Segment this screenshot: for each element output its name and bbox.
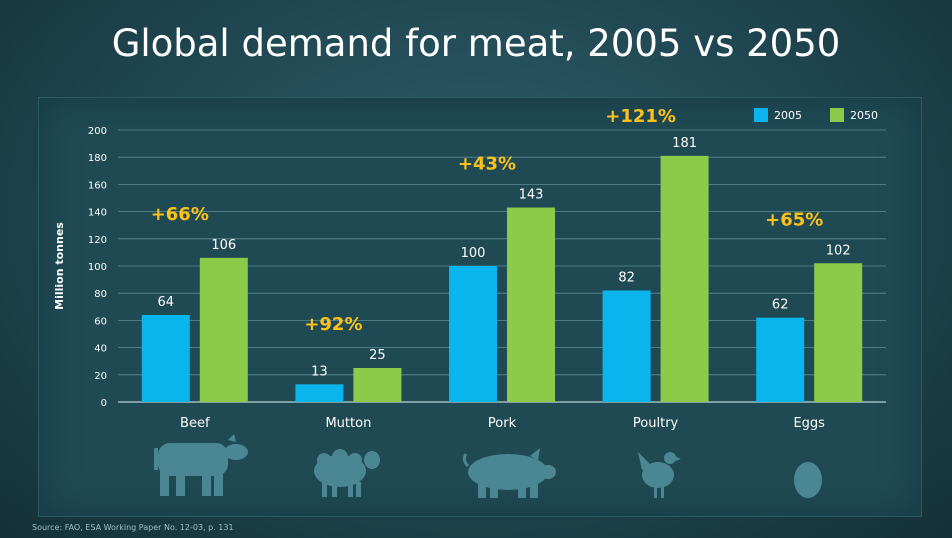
y-axis-ticks: 0 20 40 60 80 100 120 140 160 180 200 Million tonne…	[53, 126, 107, 409]
y-tick-label: 200	[88, 126, 107, 137]
chicken-icon	[638, 452, 681, 498]
y-tick-label: 100	[88, 262, 107, 273]
bar-2005-mutton	[295, 384, 344, 402]
bars: 64 106+66% 13 25 +92% 100 143+43% 82 181 +121% 62 1…	[141, 106, 863, 402]
growth-label: +92%	[304, 314, 362, 335]
legend-label-2050: 2050	[850, 109, 878, 122]
data-label: 64	[158, 295, 175, 310]
y-tick-label: 60	[94, 316, 107, 327]
data-label: 143	[519, 188, 544, 203]
data-label: 82	[618, 270, 635, 285]
category-label-beef: Beef	[180, 416, 210, 431]
bar-2050-eggs	[814, 263, 863, 402]
y-tick-label: 40	[94, 344, 107, 355]
chart-title: Global demand for meat, 2005 vs 2050	[111, 22, 841, 65]
legend-label-2005: 2005	[774, 109, 802, 122]
sheep-icon	[314, 449, 380, 497]
y-tick-label: 120	[88, 235, 107, 246]
y-tick-label: 80	[94, 289, 107, 300]
growth-label: +66%	[151, 204, 209, 225]
legend-swatch-2005	[754, 108, 768, 122]
legend: 2005 2050	[754, 108, 878, 122]
egg-icon	[794, 462, 822, 498]
data-label: 106	[211, 238, 236, 253]
bar-2050-pork	[507, 207, 555, 402]
bar-2050-poultry	[660, 155, 709, 402]
y-tick-label: 20	[94, 371, 107, 382]
bar-2005-eggs	[756, 317, 805, 402]
cow-icon	[154, 434, 248, 496]
bar-2050-mutton	[353, 368, 402, 402]
growth-label: +43%	[458, 154, 516, 175]
bar-2050-beef	[199, 257, 248, 402]
data-label: 13	[311, 364, 328, 379]
data-label: 62	[772, 298, 789, 313]
y-tick-label: 0	[101, 398, 107, 409]
category-label-poultry: Poultry	[633, 416, 679, 431]
legend-swatch-2050	[830, 108, 844, 122]
source-note: Source: FAO, ESA Working Paper No. 12-03…	[32, 523, 234, 532]
y-axis-label: Million tonnes	[53, 222, 66, 310]
bar-2005-pork	[449, 266, 497, 402]
data-label: 100	[461, 246, 486, 261]
data-label: 25	[369, 348, 386, 363]
animal-icons	[154, 434, 822, 498]
pig-icon	[462, 448, 556, 498]
category-label-eggs: Eggs	[793, 416, 825, 431]
category-labels: Beef Mutton Pork Poultry Eggs	[180, 416, 825, 431]
category-label-pork: Pork	[488, 416, 517, 431]
y-tick-label: 180	[88, 153, 107, 164]
growth-label: +121%	[605, 106, 676, 127]
data-label: 181	[672, 136, 697, 151]
growth-label: +65%	[765, 209, 823, 230]
bar-2005-beef	[141, 314, 190, 402]
bar-2005-poultry	[602, 290, 651, 402]
y-tick-label: 160	[88, 180, 107, 191]
data-label: 102	[826, 243, 851, 258]
category-label-mutton: Mutton	[325, 416, 371, 431]
y-tick-label: 140	[88, 208, 107, 219]
